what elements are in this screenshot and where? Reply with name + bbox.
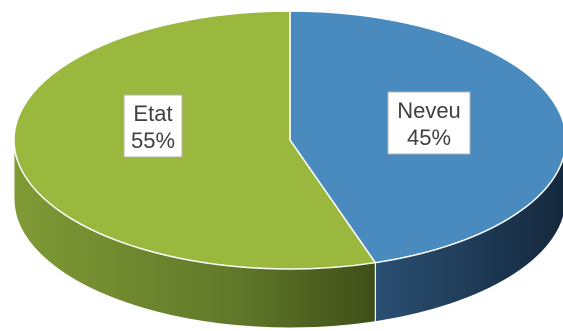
pie-labels: Neveu 45% Etat 55% [123, 91, 471, 158]
slice-label-etat-box [123, 94, 183, 158]
slice-label-neveu-box [387, 91, 471, 155]
slice-label-neveu: Neveu 45% [387, 91, 471, 155]
pie-tops [13, 10, 563, 270]
slice-label-etat: Etat 55% [123, 94, 183, 158]
slice-label-etat-value: 55% [131, 128, 175, 153]
slice-label-etat-category: Etat [133, 101, 172, 126]
slice-label-neveu-value: 45% [407, 125, 451, 150]
pie-slice-etat [13, 10, 377, 270]
slice-label-neveu-category: Neveu [397, 98, 461, 123]
